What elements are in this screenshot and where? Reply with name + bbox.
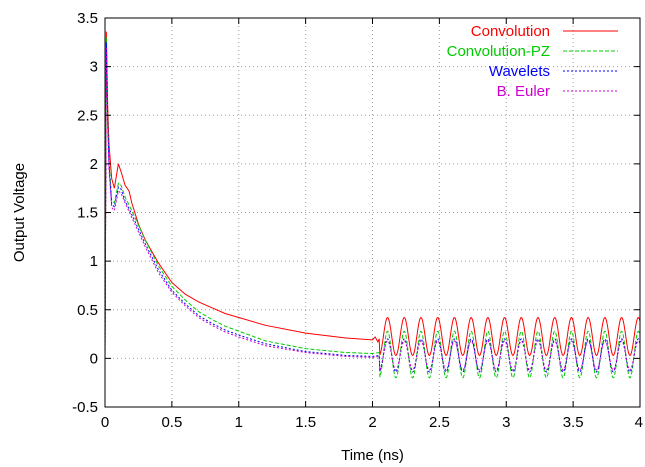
x-tick-label: 1	[235, 414, 243, 431]
legend-label: Convolution	[471, 23, 550, 40]
x-tick-label: 2.5	[429, 414, 450, 431]
x-axis-label: Time (ns)	[341, 447, 404, 464]
series-line-0	[104, 31, 641, 359]
y-axis-label: Output Voltage	[11, 163, 28, 262]
grid	[104, 17, 641, 408]
legend-label: Convolution-PZ	[447, 43, 550, 60]
x-tick-label: 0	[101, 414, 109, 431]
series-line-3	[104, 47, 641, 372]
ticks: 0 0.5 1 1.5 2 2.5 3 3.5 4-0.500.511.522.533.5	[72, 10, 643, 431]
x-tick-label: 3	[502, 414, 510, 431]
legend-label: Wavelets	[489, 63, 550, 80]
y-tick-label: 0.5	[77, 302, 98, 319]
legend: Convolution Convolution-PZ Wavelets B. Eule…	[447, 23, 618, 100]
y-tick-label: 1	[90, 253, 98, 270]
y-tick-label: 3	[90, 59, 98, 76]
legend-label: B. Euler	[497, 83, 550, 100]
y-tick-label: -0.5	[72, 399, 98, 416]
x-tick-label: 1.5	[295, 414, 316, 431]
y-tick-label: 1.5	[77, 205, 98, 222]
x-tick-label: 2	[368, 414, 376, 431]
y-tick-label: 2.5	[77, 107, 98, 124]
x-tick-label: 3.5	[563, 414, 584, 431]
series-layer	[104, 31, 641, 379]
y-tick-label: 3.5	[77, 10, 98, 27]
series-line-1	[104, 37, 641, 379]
x-tick-label: 4	[635, 414, 643, 431]
x-tick-label: 0.5	[161, 414, 182, 431]
y-tick-label: 2	[90, 156, 98, 173]
y-tick-label: 0	[90, 350, 98, 367]
